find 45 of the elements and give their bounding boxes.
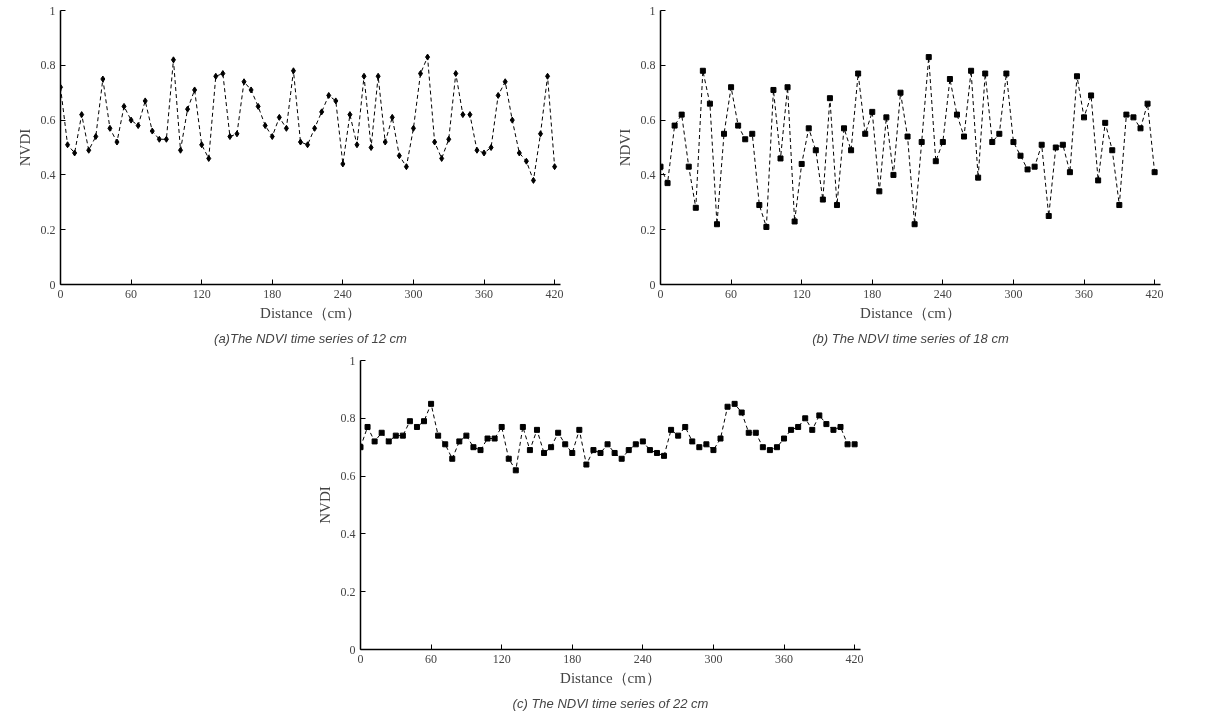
y-tick-label: 1 — [49, 3, 56, 18]
y-tick-label: 0.8 — [40, 58, 56, 73]
y-tick-label: 0.6 — [40, 113, 56, 128]
x-tick-label: 120 — [492, 651, 511, 666]
x-tick-label: 300 — [1004, 286, 1023, 301]
text: (c) The NDVI time series of 22 cm — [512, 695, 709, 711]
y-tick-label: 1 — [649, 3, 656, 18]
text: (b) The NDVI time series of 18 cm — [812, 330, 1009, 346]
x-tick-label: 60 — [125, 286, 138, 301]
x-tick-label: 60 — [425, 651, 438, 666]
y-tick-label: 0.6 — [640, 113, 656, 128]
x-tick-label: 300 — [704, 651, 723, 666]
x-tick-label: 120 — [192, 286, 211, 301]
x-tick-label: 180 — [263, 286, 282, 301]
x-tick-label: 60 — [725, 286, 738, 301]
y-tick-label: 0.2 — [40, 222, 56, 237]
text: (a)The NDVI time series of 12 cm — [214, 330, 408, 346]
x-tick-label: 420 — [1145, 286, 1164, 301]
x-tick-label: 420 — [545, 286, 564, 301]
x-tick-label: 360 — [775, 651, 794, 666]
y-tick-label: 0.4 — [640, 167, 656, 182]
x-tick-label: 180 — [563, 651, 582, 666]
x-tick-label: 240 — [633, 651, 652, 666]
y-tick-label: 0.4 — [40, 167, 56, 182]
x-tick-label: 180 — [863, 286, 882, 301]
y-axis-title: NVDI — [316, 486, 333, 524]
y-tick-label: 1 — [349, 353, 356, 368]
y-tick-label: 0.8 — [640, 58, 656, 73]
x-tick-label: 360 — [475, 286, 494, 301]
x-tick-label: 240 — [933, 286, 952, 301]
y-tick-label: 0.2 — [340, 584, 356, 599]
x-tick-label: 420 — [845, 651, 864, 666]
y-tick-label: 0.8 — [340, 411, 356, 426]
y-tick-label: 0.6 — [340, 469, 356, 484]
x-axis-title: Distance（cm） — [860, 304, 961, 321]
y-axis-title: NVDI — [16, 128, 33, 167]
y-tick-label: 0.2 — [640, 222, 656, 237]
x-tick-label: 300 — [404, 286, 423, 301]
y-tick-label: 0.4 — [340, 526, 356, 541]
x-tick-label: 360 — [1075, 286, 1094, 301]
x-tick-label: 240 — [333, 286, 352, 301]
y-axis-title: NDVI — [616, 128, 633, 167]
x-axis-title: Distance（cm） — [260, 304, 361, 321]
x-axis-title: Distance（cm） — [560, 669, 661, 686]
x-tick-label: 120 — [792, 286, 811, 301]
